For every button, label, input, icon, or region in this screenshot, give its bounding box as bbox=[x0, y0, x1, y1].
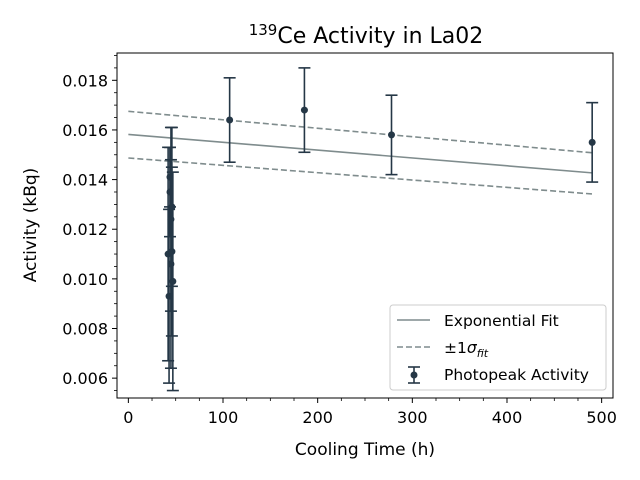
fit-upper-bound-line bbox=[128, 110, 593, 154]
y-tick-label: 0.006 bbox=[62, 369, 108, 388]
legend-sigma-symbol: σ bbox=[467, 339, 478, 357]
y-tick-label: 0.014 bbox=[62, 171, 108, 190]
x-tick-label: 400 bbox=[492, 408, 523, 427]
y-tick-label: 0.018 bbox=[62, 71, 108, 90]
data-point bbox=[168, 248, 176, 256]
x-tick-label: 200 bbox=[302, 408, 333, 427]
y-axis-label: Activity (kBq) bbox=[21, 168, 41, 283]
photopeak-activity-series bbox=[162, 67, 599, 392]
x-tick-label: 100 bbox=[208, 408, 239, 427]
legend-sigma-label: ±1σfit bbox=[444, 339, 489, 360]
legend-sigma-prefix: ±1 bbox=[444, 339, 467, 357]
data-point bbox=[169, 277, 177, 285]
y-tick-label: 0.008 bbox=[62, 320, 108, 339]
legend-fit-label: Exponential Fit bbox=[444, 312, 559, 330]
x-tick-label: 0 bbox=[123, 408, 133, 427]
x-tick-label: 500 bbox=[586, 408, 617, 427]
x-axis-label: Cooling Time (h) bbox=[295, 440, 435, 460]
data-point bbox=[226, 116, 234, 124]
legend-point-marker bbox=[410, 371, 418, 379]
x-tick-label: 300 bbox=[397, 408, 428, 427]
minor-ticks bbox=[114, 55, 579, 401]
legend-points-swatch bbox=[408, 366, 420, 384]
y-axis-ticks: 0.006 0.008 0.010 0.012 0.014 0.016 0.018 bbox=[62, 71, 117, 388]
chart-title-superscript: 139 bbox=[249, 21, 278, 39]
y-tick-label: 0.016 bbox=[62, 121, 108, 140]
fit-lower-bound-line bbox=[128, 157, 593, 195]
data-point bbox=[300, 106, 308, 114]
data-point bbox=[588, 138, 596, 146]
legend-points-label: Photopeak Activity bbox=[444, 366, 589, 384]
legend-sigma-subscript: fit bbox=[477, 347, 489, 360]
y-tick-label: 0.012 bbox=[62, 220, 108, 239]
exponential-fit-line bbox=[128, 133, 593, 174]
y-tick-label: 0.010 bbox=[62, 270, 108, 289]
data-point bbox=[388, 131, 396, 139]
chart-title: 139Ce Activity in La02 bbox=[249, 21, 484, 49]
x-axis-ticks: 0 100 200 300 400 500 bbox=[123, 398, 617, 427]
legend-box bbox=[389, 304, 607, 391]
chart-title-main: Ce Activity in La02 bbox=[277, 24, 483, 49]
legend: Exponential Fit ±1σfit Photopeak Activit… bbox=[389, 304, 607, 391]
